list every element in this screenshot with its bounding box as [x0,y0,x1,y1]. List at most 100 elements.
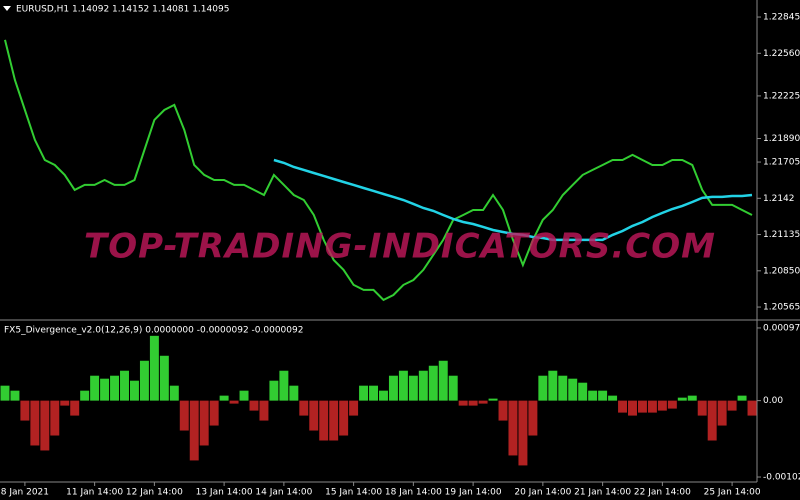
histogram-bar [40,400,50,451]
x-tick-label: 11 Jan 14:00 [66,488,123,498]
histogram-bar [30,400,40,446]
symbol-header: EURUSD,H1 1.14092 1.14152 1.14081 1.1409… [16,5,229,15]
histogram-bar [737,395,747,401]
x-tick-label: 25 Jan 14:00 [704,488,761,498]
histogram-bar [628,400,637,416]
histogram-bar [458,400,468,406]
histogram-bar [618,400,628,413]
histogram-bar [558,375,568,401]
histogram-bar [229,400,239,404]
histogram-bar [169,385,179,401]
y-tick-label: 1.22225 [763,91,800,101]
histogram-bar [717,400,727,426]
y-tick-label: 0.00 [763,396,783,406]
histogram-bar [598,390,608,401]
histogram-bar [359,385,369,401]
x-tick-label: 8 Jan 2021 [1,488,49,498]
histogram-bar [707,400,717,441]
histogram-bar [209,400,219,426]
x-tick-label: 20 Jan 14:00 [514,488,571,498]
x-tick-label: 22 Jan 14:00 [634,488,691,498]
histogram-bar [149,335,159,401]
histogram-bar [349,400,359,416]
histogram-bar [528,400,538,436]
histogram-bar [50,400,60,436]
histogram-bar [239,390,249,401]
histogram-bar [159,355,169,401]
histogram-bar [398,370,408,401]
histogram-bar [199,400,209,446]
histogram-bar [518,400,528,466]
histogram-bar [727,400,737,411]
histogram-bar [219,395,229,401]
y-tick-label: 1.21890 [763,134,800,144]
indicator-header: FX5_Divergence_v2.0(12,26,9) 0.0000000 -… [4,326,303,336]
histogram-bar [647,400,657,413]
x-tick-label: 14 Jan 14:00 [255,488,312,498]
histogram-bar [608,395,618,401]
x-tick-label: 12 Jan 14:00 [126,488,183,498]
histogram-bar [60,400,70,406]
histogram-bar [309,400,319,431]
histogram-bar [468,400,478,406]
histogram-bar [438,360,448,401]
histogram-bar [80,390,90,401]
x-tick-label: 18 Jan 14:00 [385,488,442,498]
y-tick-label: 1.22845 [763,13,800,23]
histogram-bar [289,385,299,401]
y-tick-label: 0.000977 [763,323,800,333]
histogram-bar [70,400,80,416]
y-tick-label: 1.20850 [763,266,800,276]
histogram-bar [10,390,20,401]
histogram-bar [408,375,418,401]
histogram-bar [667,400,677,409]
histogram-bar [189,400,199,461]
histogram-bar [697,400,707,416]
price-line [273,158,753,242]
menu-arrow[interactable] [3,6,11,11]
histogram-bar [578,382,588,401]
histogram-bar [20,400,30,421]
histogram-bar [488,398,498,401]
histogram-bar [418,370,428,401]
y-tick-label: -0.001027 [763,473,800,483]
histogram-bar [329,400,339,441]
histogram-bar [538,375,548,401]
histogram-bar [588,390,598,401]
y-tick-label: 1.21705 [763,158,800,168]
histogram-bar [548,370,558,401]
histogram-bar [110,375,120,401]
x-tick-label: 21 Jan 14:00 [574,488,631,498]
histogram-bar [388,375,398,401]
histogram-bar [259,400,269,421]
histogram-bar [139,360,149,401]
watermark: TOP-TRADING-INDICATORS.COM [84,227,716,267]
histogram-bar [100,378,110,401]
histogram-bar [687,395,697,401]
histogram-bar [339,400,349,436]
histogram-bar [90,375,100,401]
y-tick-label: 1.21135 [763,230,800,240]
histogram-bar [120,370,129,401]
histogram-bar [568,378,578,401]
x-tick-label: 19 Jan 14:00 [445,488,502,498]
histogram-bar [249,400,259,411]
histogram-bar [179,400,189,431]
histogram-bar [747,400,757,416]
x-tick-label: 15 Jan 14:00 [325,488,382,498]
histogram-bar [369,385,378,401]
histogram-bar [269,380,279,401]
x-tick-label: 13 Jan 14:00 [196,488,253,498]
price-line [4,39,753,302]
histogram-bar [448,375,458,401]
histogram-bar [319,400,329,441]
histogram-bar [299,400,309,416]
y-tick-label: 1.22560 [763,49,800,59]
histogram-bar [508,400,518,456]
histogram-bar [379,390,388,401]
y-tick-label: 1.2142 [763,194,795,204]
histogram-bar [129,380,139,401]
